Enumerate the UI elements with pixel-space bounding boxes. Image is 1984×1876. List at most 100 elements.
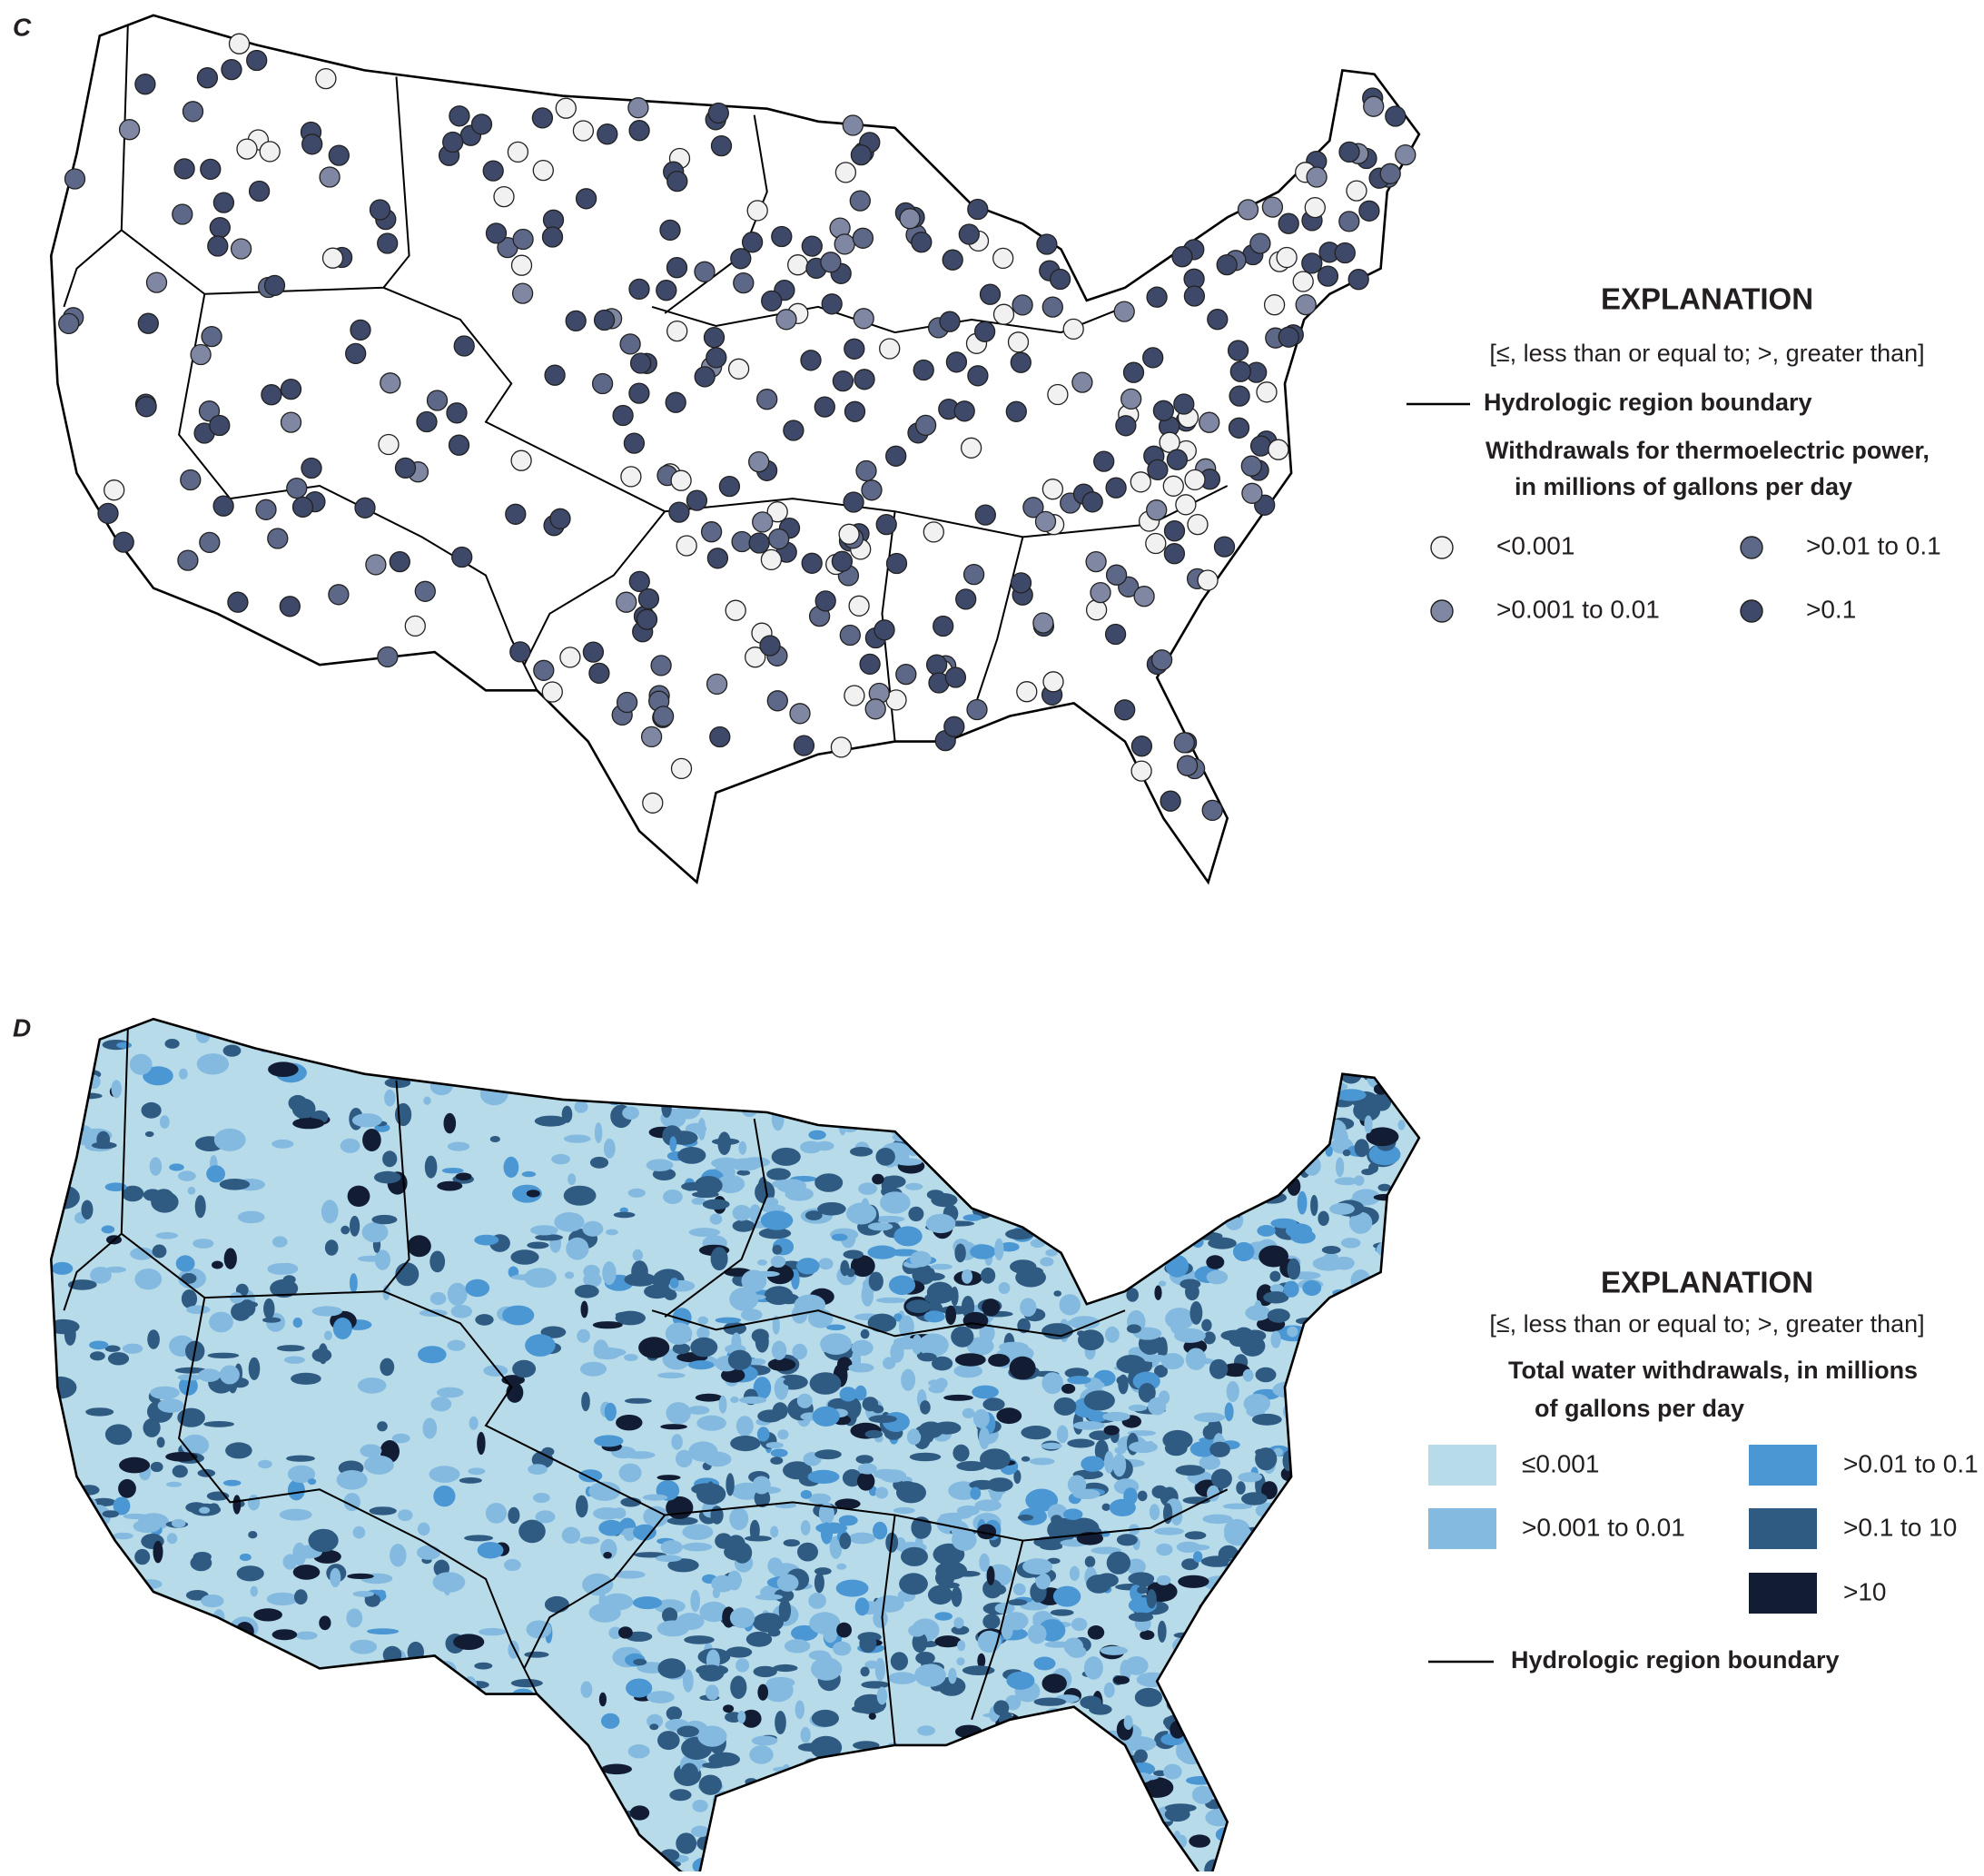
patch xyxy=(804,1831,814,1836)
patch xyxy=(1115,1775,1130,1797)
patch xyxy=(1318,1804,1343,1824)
patch xyxy=(1226,1669,1238,1678)
patch xyxy=(393,1823,421,1831)
patch xyxy=(1308,1800,1333,1816)
patch xyxy=(1268,1625,1284,1636)
facility-dot xyxy=(654,706,674,726)
patch xyxy=(1323,1715,1347,1732)
facility-dot xyxy=(1339,142,1359,162)
patch xyxy=(1132,1112,1154,1125)
facility-dot xyxy=(762,291,782,311)
patch xyxy=(1251,1652,1268,1672)
patch xyxy=(1284,1281,1299,1298)
patch xyxy=(1351,1859,1380,1871)
facility-dot xyxy=(940,311,960,331)
patch xyxy=(595,1122,602,1143)
patch xyxy=(580,1362,607,1377)
patch xyxy=(1140,1086,1173,1099)
patch xyxy=(1317,1123,1328,1142)
patch xyxy=(215,1853,243,1866)
patch xyxy=(924,1310,945,1322)
patch xyxy=(173,1465,188,1477)
patch xyxy=(594,1339,608,1358)
patch xyxy=(632,1043,647,1055)
facility-dot xyxy=(532,108,552,128)
patch xyxy=(100,1793,109,1799)
patch xyxy=(1039,1825,1063,1845)
patch xyxy=(1329,1844,1352,1865)
patch xyxy=(1287,1078,1315,1095)
patch xyxy=(283,1275,296,1284)
patch xyxy=(893,1507,915,1514)
patch xyxy=(156,1232,179,1239)
patch xyxy=(1041,1323,1073,1339)
patch xyxy=(433,1486,455,1506)
patch xyxy=(736,1416,754,1436)
patch xyxy=(941,1756,950,1763)
facility-dot xyxy=(994,304,1014,324)
facility-dot xyxy=(874,620,894,640)
patch xyxy=(666,1706,682,1720)
patch xyxy=(1372,1839,1382,1856)
patch xyxy=(448,1283,468,1306)
patch xyxy=(647,1159,674,1171)
patch xyxy=(952,1586,962,1606)
patch xyxy=(131,1808,155,1823)
patch xyxy=(328,1765,345,1784)
patch xyxy=(1411,1109,1420,1121)
patch xyxy=(953,1445,969,1462)
patch xyxy=(1154,1286,1161,1300)
patch xyxy=(1407,1021,1430,1037)
patch xyxy=(1347,1012,1373,1032)
patch xyxy=(1315,1702,1338,1708)
patch xyxy=(1046,1070,1058,1085)
facility-dot xyxy=(1134,587,1154,607)
patch xyxy=(795,1093,805,1100)
patch xyxy=(893,1791,908,1809)
facility-dot xyxy=(1091,583,1110,603)
patch xyxy=(1045,1736,1071,1745)
patch xyxy=(537,1801,557,1807)
patch xyxy=(358,1256,384,1262)
patch xyxy=(994,1783,1002,1805)
patch xyxy=(1187,1084,1199,1100)
patch xyxy=(1392,1022,1400,1039)
patch xyxy=(714,1077,739,1098)
patch xyxy=(850,1147,873,1157)
patch xyxy=(1364,1439,1390,1450)
legend-text: [≤, less than or equal to; >, greater th… xyxy=(1489,340,1924,367)
patch xyxy=(1419,1342,1431,1365)
patch xyxy=(1034,1657,1056,1671)
patch xyxy=(1040,1742,1065,1751)
patch xyxy=(375,1590,386,1596)
patch xyxy=(1314,1596,1332,1605)
facility-dot xyxy=(443,133,463,153)
patch xyxy=(197,1053,229,1074)
patch xyxy=(117,1611,145,1624)
patch xyxy=(917,1725,935,1735)
patch xyxy=(64,1640,78,1647)
patch xyxy=(535,1234,563,1240)
patch xyxy=(150,1387,180,1399)
facility-dot xyxy=(597,124,617,144)
patch xyxy=(1230,1850,1247,1871)
patch xyxy=(1111,1129,1142,1147)
patch xyxy=(733,1205,752,1221)
legend-text: in millions of gallons per day xyxy=(1515,473,1852,500)
patch xyxy=(607,1071,615,1086)
patch xyxy=(1387,1325,1408,1338)
patch xyxy=(308,1795,317,1816)
patch xyxy=(40,1455,71,1464)
map-c xyxy=(51,15,1419,883)
patch xyxy=(764,1038,789,1044)
patch xyxy=(711,1247,728,1270)
patch xyxy=(1009,1177,1039,1194)
patch xyxy=(766,1442,784,1448)
patch xyxy=(1115,1066,1142,1086)
patch xyxy=(502,1306,534,1326)
patch xyxy=(982,1397,1004,1411)
patch xyxy=(1416,1812,1436,1829)
facility-dot xyxy=(104,480,124,500)
facility-dot xyxy=(511,450,531,470)
patch xyxy=(1394,1622,1424,1632)
